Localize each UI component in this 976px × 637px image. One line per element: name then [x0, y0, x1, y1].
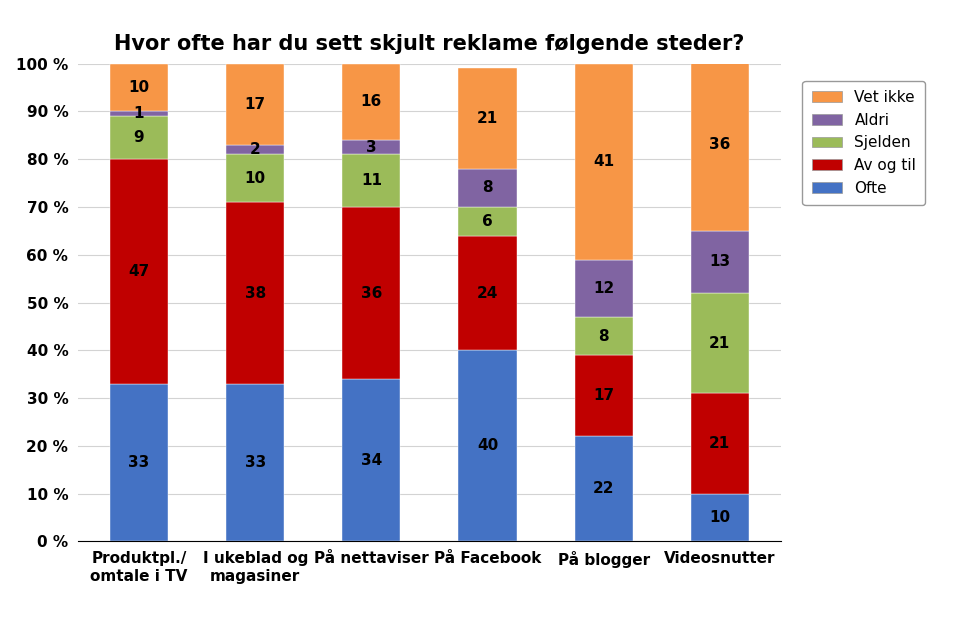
Bar	[459, 68, 516, 169]
Bar	[343, 64, 400, 140]
Text: 33: 33	[245, 455, 265, 470]
Text: 10: 10	[710, 510, 730, 525]
Text: 24: 24	[477, 285, 498, 301]
Bar	[459, 169, 516, 207]
Bar	[459, 350, 516, 541]
Bar	[110, 116, 168, 159]
Text: 13: 13	[710, 254, 730, 269]
Bar	[343, 379, 400, 541]
Text: 10: 10	[245, 171, 265, 186]
Bar	[459, 207, 516, 236]
Text: 11: 11	[361, 173, 382, 189]
Bar	[226, 154, 284, 202]
Bar	[691, 231, 749, 293]
Text: 17: 17	[245, 97, 265, 112]
Bar	[575, 317, 632, 355]
Text: 9: 9	[134, 130, 144, 145]
Text: 40: 40	[477, 438, 498, 454]
Text: 1: 1	[134, 106, 144, 122]
Title: Hvor ofte har du sett skjult reklame følgende steder?: Hvor ofte har du sett skjult reklame føl…	[114, 34, 745, 54]
Bar	[226, 202, 284, 383]
Text: 33: 33	[129, 455, 149, 470]
Bar	[691, 59, 749, 231]
Text: 17: 17	[593, 388, 614, 403]
Text: 10: 10	[129, 80, 149, 95]
Bar	[343, 140, 400, 154]
Bar	[691, 393, 749, 494]
Bar	[226, 383, 284, 541]
Text: 8: 8	[598, 329, 609, 343]
Text: 6: 6	[482, 214, 493, 229]
Text: 36: 36	[361, 285, 382, 301]
Text: 22: 22	[592, 482, 615, 496]
Bar	[343, 207, 400, 379]
Text: 12: 12	[593, 281, 614, 296]
Bar	[575, 64, 632, 259]
Text: 21: 21	[710, 336, 730, 351]
Bar	[110, 159, 168, 383]
Bar	[226, 64, 284, 145]
Text: 16: 16	[361, 94, 382, 110]
Text: 34: 34	[361, 453, 382, 468]
Text: 21: 21	[710, 436, 730, 451]
Bar	[226, 145, 284, 154]
Bar	[691, 494, 749, 541]
Text: 21: 21	[477, 111, 498, 126]
Text: 38: 38	[245, 285, 265, 301]
Bar	[575, 436, 632, 541]
Bar	[110, 64, 168, 111]
Legend: Vet ikke, Aldri, Sjelden, Av og til, Ofte: Vet ikke, Aldri, Sjelden, Av og til, Oft…	[802, 81, 925, 204]
Bar	[691, 293, 749, 393]
Text: 47: 47	[129, 264, 149, 279]
Bar	[110, 111, 168, 116]
Bar	[343, 154, 400, 207]
Bar	[575, 355, 632, 436]
Bar	[459, 236, 516, 350]
Text: 3: 3	[366, 140, 377, 155]
Text: 2: 2	[250, 142, 261, 157]
Text: 36: 36	[710, 138, 730, 152]
Bar	[575, 259, 632, 317]
Text: 8: 8	[482, 180, 493, 196]
Bar	[110, 383, 168, 541]
Text: 41: 41	[593, 154, 614, 169]
